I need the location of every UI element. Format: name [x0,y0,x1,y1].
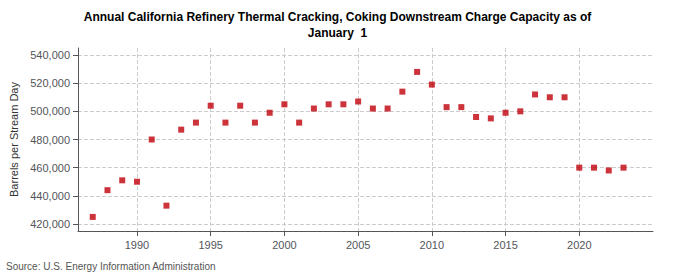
svg-text:2005: 2005 [346,239,370,251]
svg-text:460,000: 460,000 [30,162,70,174]
svg-text:2000: 2000 [272,239,296,251]
svg-text:January 1: January 1 [308,26,368,40]
svg-text:420,000: 420,000 [30,218,70,230]
svg-text:Source: U.S. Energy Informatio: Source: U.S. Energy Information Administ… [6,261,216,272]
svg-text:2010: 2010 [420,239,444,251]
svg-text:Annual California Refinery The: Annual California Refinery Thermal Crack… [84,10,592,24]
svg-text:440,000: 440,000 [30,190,70,202]
svg-text:2020: 2020 [567,239,591,251]
svg-text:2015: 2015 [493,239,517,251]
svg-text:1995: 1995 [198,239,222,251]
svg-text:Barrels per Stream Day: Barrels per Stream Day [8,82,20,197]
svg-text:540,000: 540,000 [30,49,70,61]
svg-text:500,000: 500,000 [30,105,70,117]
svg-text:480,000: 480,000 [30,134,70,146]
svg-text:1990: 1990 [125,239,149,251]
svg-text:520,000: 520,000 [30,77,70,89]
